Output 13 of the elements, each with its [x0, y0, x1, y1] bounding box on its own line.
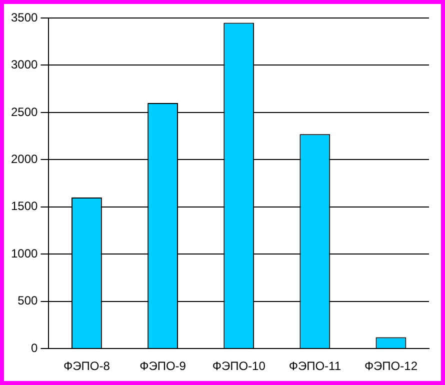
y-tick-label: 3000	[10, 58, 38, 72]
y-tick-label: 2500	[10, 104, 38, 119]
x-tick-label: ФЭПО-9	[140, 359, 186, 374]
y-tick-label: 0	[31, 340, 38, 355]
y-tick-label: 3500	[10, 10, 38, 24]
y-tick-label: 1000	[10, 246, 38, 260]
x-tick-label: ФЭПО-8	[64, 359, 110, 374]
x-tick-label: ФЭПО-10	[212, 359, 266, 374]
x-tick-label: ФЭПО-11	[288, 359, 342, 374]
y-tick-label: 500	[18, 294, 38, 308]
y-tick-label: 1500	[10, 199, 38, 214]
y-tick-label: 2000	[10, 152, 38, 166]
x-tick-label: ФЭПО-12	[364, 359, 418, 374]
